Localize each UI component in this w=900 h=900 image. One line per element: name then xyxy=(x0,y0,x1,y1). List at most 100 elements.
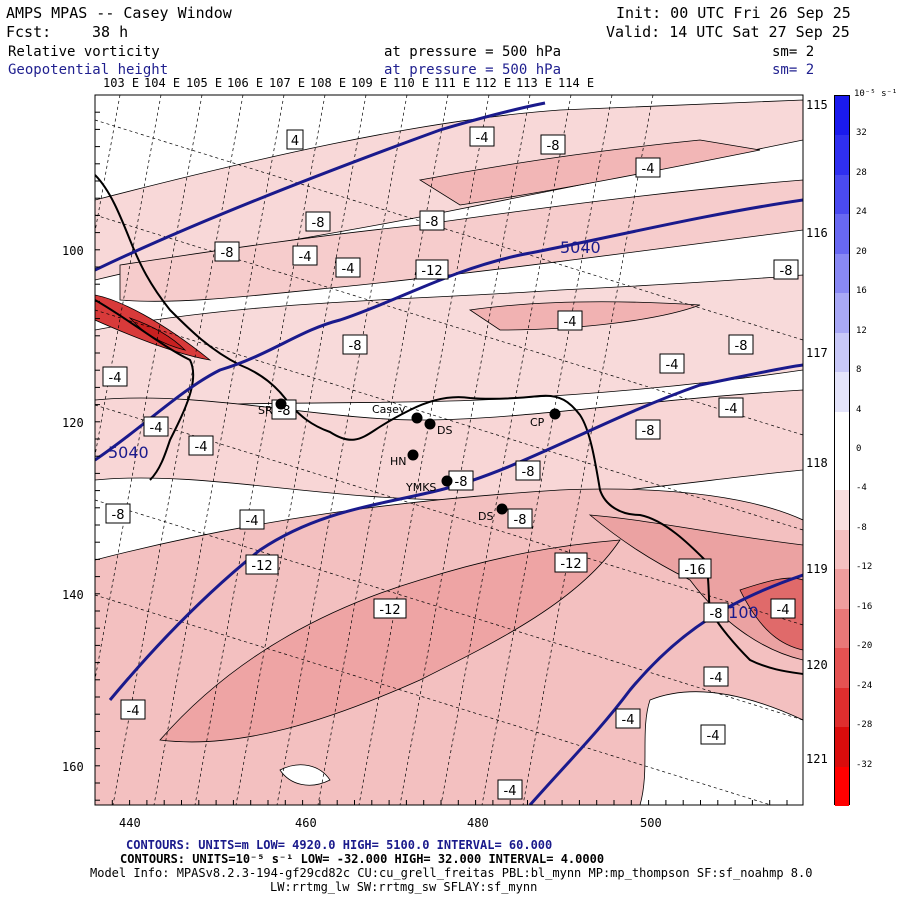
longitude-label: 111 E xyxy=(434,76,471,90)
vort-label: -12 xyxy=(421,264,442,279)
colorbar-segment xyxy=(835,214,849,255)
vort-label: -12 xyxy=(379,603,400,618)
fcst-value: 38 h xyxy=(92,23,129,41)
vort-label-box xyxy=(635,419,661,440)
vort-label: -4 xyxy=(725,402,738,417)
height-5040 xyxy=(95,198,803,462)
vort-label: -4 xyxy=(195,440,208,455)
vort-label: -4 xyxy=(564,315,577,330)
vort-label: -8 xyxy=(642,424,655,439)
vort-label-box xyxy=(700,724,726,745)
meridian-line xyxy=(95,95,121,234)
vort-label: -4 xyxy=(127,704,140,719)
colorbar-units: 10⁻⁵ s⁻¹ xyxy=(854,89,898,99)
x-tick-500: 500 xyxy=(640,816,662,830)
colorbar-tick-label: 16 xyxy=(856,286,867,297)
longitude-label: 108 E xyxy=(310,76,347,90)
colorbar-segment xyxy=(835,727,849,768)
height-label: 5040 xyxy=(560,238,601,257)
vort-label-box xyxy=(120,699,146,720)
field2-smoothing: sm= 2 xyxy=(772,62,815,78)
colorbar-tick-label: -12 xyxy=(856,562,873,573)
longitude-label: 106 E xyxy=(227,76,264,90)
meridian-line xyxy=(358,95,490,805)
vort-label-box xyxy=(770,598,796,619)
vort-label-box xyxy=(497,779,523,800)
colorbar-segment xyxy=(835,687,849,728)
colorbar-tick-label: -8 xyxy=(856,522,867,533)
station-label: CP xyxy=(530,416,545,429)
colorbar-tick-label: 28 xyxy=(856,167,867,178)
right-longitude-label: 116 E xyxy=(806,226,843,240)
station-marker xyxy=(407,449,419,461)
vort-label-box xyxy=(105,503,131,524)
vort-label-box xyxy=(102,366,128,387)
fcst-label: Fcst: xyxy=(6,23,52,41)
vort-label-box xyxy=(143,416,169,437)
right-longitude-label: 115 E xyxy=(806,98,843,112)
footer-model-info: Model Info: MPASv8.2.3-194-gf29cd82c CU:… xyxy=(90,866,813,880)
vort-label: -12 xyxy=(251,559,272,574)
vort-label: 4 xyxy=(291,134,299,149)
vort-label-box xyxy=(373,598,407,619)
colorbar-tick-label: -28 xyxy=(856,720,873,731)
vort-label-box xyxy=(342,334,368,355)
vort-label-box xyxy=(773,259,799,280)
vort-label: -16 xyxy=(684,563,705,578)
vort-label-box xyxy=(554,552,588,573)
colorbar-segment xyxy=(835,135,849,176)
station-marker xyxy=(549,408,561,420)
vort-label-box xyxy=(214,241,240,262)
height-contours xyxy=(95,101,803,805)
longitude-label: 107 E xyxy=(269,76,306,90)
vort-label: -8 xyxy=(514,513,527,528)
vort-label: -12 xyxy=(560,557,581,572)
footer-physics: LW:rrtmg_lw SW:rrtmg_sw SFLAY:sf_mynn xyxy=(270,880,538,894)
colorbar-segment xyxy=(835,332,849,373)
colorbar-segment xyxy=(835,766,849,807)
vort-label: -4 xyxy=(109,371,122,386)
height-4980 xyxy=(108,363,803,701)
station-marker xyxy=(275,398,287,410)
colorbar-segment xyxy=(835,569,849,610)
right-longitude-label: 120 E xyxy=(806,658,843,672)
right-longitude-label: 121 E xyxy=(806,752,843,766)
vort-label-box xyxy=(703,602,729,623)
station-label: DS xyxy=(437,424,452,437)
longitude-label: 110 E xyxy=(393,76,430,90)
colorbar-segment xyxy=(835,293,849,334)
colorbar-segment xyxy=(835,174,849,215)
height-5100-north xyxy=(95,101,546,272)
vort-label-box xyxy=(659,353,685,374)
right-longitude-label: 117 E xyxy=(806,346,843,360)
footer-vort-contours: CONTOURS: UNITS=10⁻⁵ s⁻¹ LOW= -32.000 HI… xyxy=(120,852,605,866)
colorbar-tick-label: 20 xyxy=(856,246,867,257)
field1-level: at pressure = 500 hPa xyxy=(384,44,562,60)
vort-label-box xyxy=(507,508,533,529)
vort-label: -8 xyxy=(221,246,234,261)
vort-label: -4 xyxy=(777,603,790,618)
vort-label-box xyxy=(245,554,279,575)
valid-time: Valid: 14 UTC Sat 27 Sep 25 xyxy=(606,23,850,41)
longitude-label: 113 E xyxy=(516,76,553,90)
vort-label-box xyxy=(615,708,641,729)
longitude-label: 109 E xyxy=(351,76,388,90)
vort-label: -8 xyxy=(710,607,723,622)
station-label: HN xyxy=(390,455,407,468)
colorbar-tick-label: 0 xyxy=(856,444,862,454)
vort-band-upper xyxy=(119,179,803,302)
vort-label: -8 xyxy=(455,475,468,490)
field1-name: Relative vorticity xyxy=(8,44,160,60)
colorbar-segment xyxy=(835,648,849,689)
vort-label-box xyxy=(515,460,541,481)
vort-label: -8 xyxy=(312,216,325,231)
vort-label: -4 xyxy=(150,421,163,436)
vort-label-box xyxy=(718,397,744,418)
x-tick-460: 460 xyxy=(295,816,317,830)
vort-label: -4 xyxy=(476,131,489,146)
station-marker xyxy=(411,412,423,424)
colorbar-segment xyxy=(835,411,849,452)
colorbar-tick-label: 32 xyxy=(856,128,867,139)
vort-label: -8 xyxy=(522,465,535,480)
